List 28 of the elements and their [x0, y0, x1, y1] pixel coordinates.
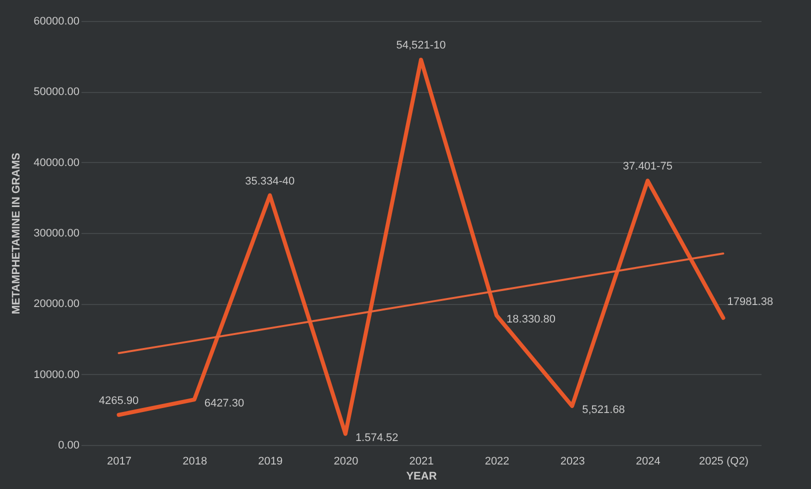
x-tick-label: 2019: [258, 456, 283, 468]
data-label: 5,521.68: [582, 404, 625, 416]
x-tick-label: 2025 (Q2): [698, 456, 748, 468]
x-tick-label: 2022: [484, 456, 510, 468]
x-tick-label: 2017: [107, 456, 132, 468]
data-label: 35.334-40: [245, 175, 295, 188]
y-tick-label: 30000.00: [34, 228, 80, 240]
data-label: 54,521-10: [396, 40, 446, 52]
data-label: 1.574.52: [355, 432, 398, 444]
data-label: 17981.38: [727, 296, 774, 308]
data-label: 6427.30: [204, 398, 244, 410]
x-tick-label: 2024: [636, 456, 660, 468]
x-tick-label: 2020: [334, 456, 358, 468]
x-tick-label: 2018: [182, 456, 208, 468]
data-label: 18.330.80: [506, 313, 556, 326]
y-axis-title: METAMPHETAMINE IN GRAMS: [10, 152, 23, 314]
x-axis-title: YEAR: [406, 470, 437, 482]
y-tick-label: 50000.00: [34, 86, 80, 98]
data-label: 4265.90: [98, 394, 139, 407]
y-tick-label: 20000.00: [34, 298, 80, 310]
line-series: [118, 252, 724, 354]
x-tick-label: 2021: [409, 456, 434, 468]
x-tick-label: 2023: [560, 456, 585, 468]
y-tick-label: 40000.00: [34, 156, 80, 169]
data-label: 37.401-75: [622, 160, 672, 173]
y-tick-label: 10000.00: [34, 368, 80, 381]
y-tick-label: 60000.00: [34, 16, 80, 28]
y-tick-label: 0.00: [58, 440, 80, 452]
